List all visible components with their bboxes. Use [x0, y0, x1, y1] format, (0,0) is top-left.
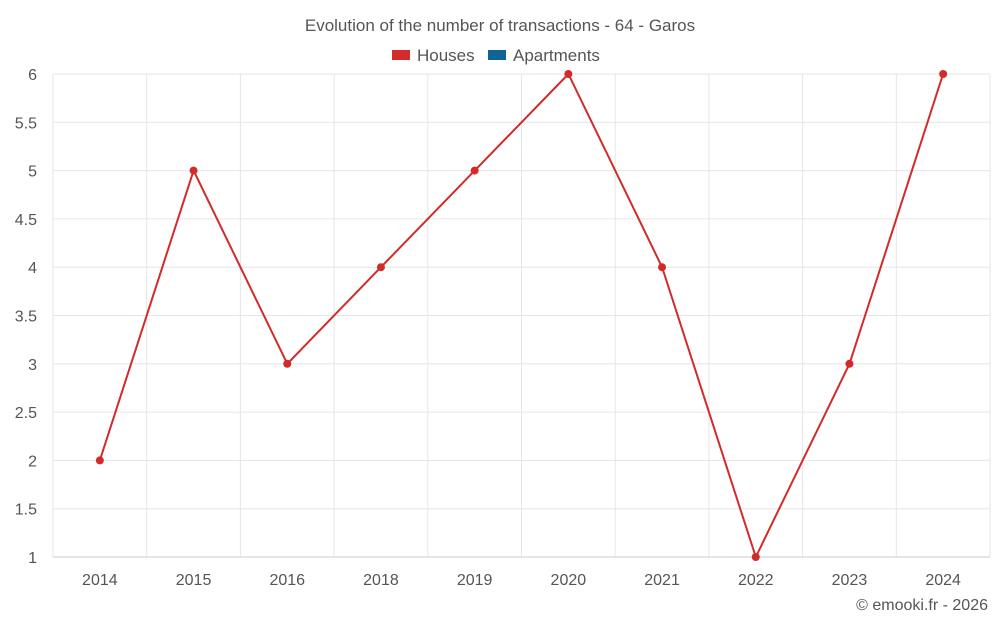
y-tick-label: 2.5	[15, 405, 37, 422]
x-tick-label: 2019	[457, 572, 493, 589]
y-tick-label: 2	[28, 453, 37, 470]
legend-label-houses: Houses	[417, 46, 475, 65]
x-tick-label: 2021	[644, 572, 680, 589]
x-tick-label: 2024	[925, 572, 961, 589]
legend-item-houses[interactable]: Houses	[392, 46, 475, 65]
y-tick-label: 3.5	[15, 309, 37, 326]
legend-swatch-houses	[392, 50, 410, 60]
data-point-houses-2023[interactable]	[845, 359, 854, 368]
x-tick-label: 2018	[363, 572, 399, 589]
x-tick-label: 2023	[832, 572, 868, 589]
chart-title: Evolution of the number of transactions …	[305, 16, 695, 35]
data-point-houses-2018[interactable]	[376, 263, 385, 272]
y-tick-label: 5	[28, 164, 37, 181]
y-tick-label: 4	[28, 260, 37, 277]
data-point-houses-2016[interactable]	[283, 359, 292, 368]
y-tick-label: 3	[28, 357, 37, 374]
y-tick-label: 4.5	[15, 212, 37, 229]
data-point-houses-2024[interactable]	[939, 70, 948, 78]
x-tick-label: 2015	[176, 572, 212, 589]
y-tick-label: 1.5	[15, 502, 37, 519]
y-tick-label: 1	[28, 550, 37, 567]
series-houses	[95, 70, 948, 561]
y-tick-label: 6	[28, 67, 37, 84]
y-axis-ticks: 1 1.5 2 2.5 3 3.5 4 4.5 5 5.5 6	[15, 67, 37, 567]
x-tick-label: 2020	[551, 572, 587, 589]
legend-swatch-apartments	[488, 50, 506, 60]
data-point-houses-2020[interactable]	[564, 70, 573, 78]
y-tick-label: 5.5	[15, 115, 37, 132]
credit-text: © emooki.fr - 2026	[856, 597, 988, 614]
data-point-houses-2019[interactable]	[470, 166, 479, 175]
x-tick-label: 2016	[269, 572, 305, 589]
series-line-houses	[98, 73, 945, 558]
data-point-houses-2021[interactable]	[658, 263, 667, 272]
x-axis-ticks: 2014 2015 2016 2018 2019 2020 2021 2022 2023 2024	[82, 572, 961, 589]
data-point-houses-2014[interactable]	[95, 456, 104, 465]
data-point-houses-2015[interactable]	[189, 166, 198, 175]
legend: Houses Apartments	[392, 46, 600, 65]
data-point-houses-2022[interactable]	[751, 553, 760, 561]
x-tick-label: 2014	[82, 572, 118, 589]
x-tick-label: 2022	[738, 572, 774, 589]
legend-label-apartments: Apartments	[513, 46, 600, 65]
gridlines	[52, 73, 991, 557]
legend-item-apartments[interactable]: Apartments	[488, 46, 600, 65]
